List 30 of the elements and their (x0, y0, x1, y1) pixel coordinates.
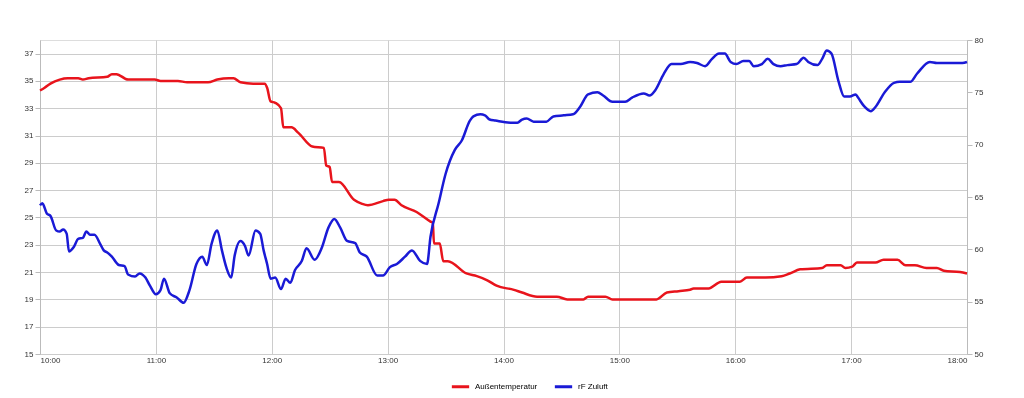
y2-tick-label: 60 (974, 244, 984, 254)
y-tick-label: 17 (24, 322, 35, 332)
y-tick-label: 33 (24, 103, 35, 113)
y2-tick-label: 55 (974, 297, 984, 307)
y-tick-label: 21 (24, 267, 35, 277)
y-tick-label: 31 (24, 131, 35, 141)
y-tick-label: 15 (24, 349, 35, 359)
y-tick-label: 23 (24, 240, 35, 250)
x-tick-label: 10:00 (40, 355, 62, 365)
y-tick-label: 35 (24, 76, 35, 86)
x-tick-label: 14:00 (493, 355, 515, 365)
y-tick-label: 25 (24, 212, 35, 222)
y-tick-label: 19 (24, 294, 35, 304)
y2-tick-label: 50 (974, 349, 984, 359)
y-tick-label: 27 (24, 185, 35, 195)
y-tick-label: 37 (24, 49, 35, 59)
x-tick-label: 15:00 (609, 355, 631, 365)
x-tick-label: 13:00 (378, 355, 399, 365)
x-tick-label: 12:00 (262, 355, 283, 365)
x-tick-label: 16:00 (725, 355, 747, 365)
y-tick-label: 29 (24, 158, 35, 168)
x-tick-label: 17:00 (841, 355, 863, 365)
y2-tick-label: 65 (974, 192, 984, 202)
y2-tick-label: 75 (974, 87, 984, 97)
y2-tick-label: 70 (974, 140, 984, 150)
legend-label: rF Zuluft (578, 381, 609, 391)
x-tick-label: 18:00 (947, 355, 969, 365)
y2-tick-label: 80 (974, 35, 984, 45)
x-tick-label: 11:00 (146, 355, 167, 365)
legend-label: Außentemperatur (475, 381, 538, 391)
